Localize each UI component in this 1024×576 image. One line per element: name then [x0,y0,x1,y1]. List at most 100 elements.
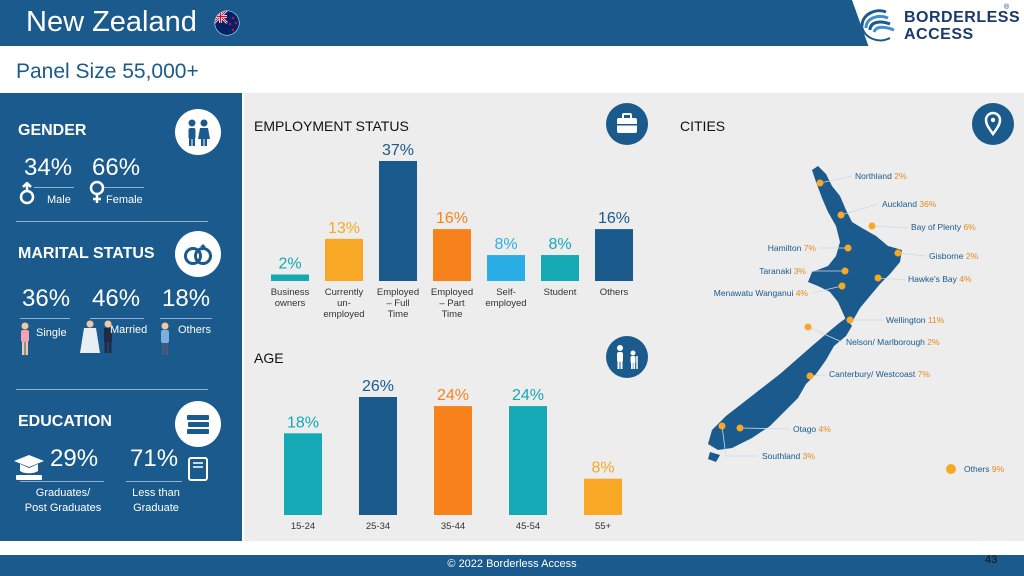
section-divider [16,221,208,222]
bar [284,433,322,515]
nz-flag-icon [214,10,240,36]
female-label: Female [106,194,143,206]
city-label: Taranaki 3% [759,266,806,276]
city-label: Northland 2% [855,171,907,181]
logo-text: BORDERLESS ACCESS [904,9,1021,43]
category-label: – Part [439,298,465,309]
city-label: Auckland 36% [882,199,937,209]
category-label: 35-44 [441,521,465,532]
single-underline [20,318,70,319]
others-underline [160,318,212,319]
category-label: Time [388,309,409,320]
bar [359,397,397,515]
gender-icon [175,109,221,155]
bar [325,238,363,281]
city-label: Bay of Plenty 6% [911,222,976,232]
male-label: Male [47,194,71,206]
city-label: Others 9% [964,464,1005,474]
graduates-label: Graduates/Post Graduates [24,487,102,514]
male-pct: 34% [24,154,73,181]
city-label: Hamilton 7% [768,243,817,253]
others-person-icon [161,322,169,355]
books-icon [175,401,221,447]
panel-size: Panel Size 55,000+ [16,60,199,83]
single-label: Single [36,327,67,339]
female-symbol-icon [89,180,105,203]
category-label: Business [271,287,310,298]
less-than-graduate-label: Less than Graduate [132,487,180,514]
married-couple-icon [80,320,112,353]
data-label: 2% [278,256,301,273]
trademark-mark: ® [1004,4,1010,11]
bar [541,255,579,281]
data-label: 24% [512,387,544,404]
stewart-island-shape [708,452,720,462]
category-label: owners [275,298,306,309]
graduation-cap-icon [14,455,44,480]
city-label: Gisborne 2% [929,251,979,261]
female-underline [104,187,144,188]
category-label: Employed [377,287,419,298]
category-label: employed [485,298,526,309]
category-label: 15-24 [291,521,315,532]
others-marital-pct: 18% [162,285,211,312]
education-title: EDUCATION [18,413,112,430]
married-pct: 46% [92,285,141,312]
category-label: 45-54 [516,521,540,532]
male-underline [34,187,74,188]
category-label: 25-34 [366,521,390,532]
gender-title: GENDER [18,122,87,139]
marital-status-title: MARITAL STATUS [18,245,155,262]
bar [595,229,633,281]
others-marital-label: Others [178,324,212,336]
age-title: AGE [254,350,284,366]
data-label: 18% [287,414,319,431]
city-label: Nelson/ Marlborough 2% [846,337,940,347]
female-pct: 66% [92,154,141,181]
city-label: Wellington 11% [886,315,945,325]
category-label: un- [337,298,351,309]
category-label: Self- [496,287,516,298]
bar [434,406,472,515]
borderless-access-logo-mark [860,9,895,42]
bar [584,478,622,515]
city-label: Canterbury/ Westcoast 7% [829,369,930,379]
city-label: Menawatu Wanganui 4% [714,288,809,298]
single-pct: 36% [22,285,71,312]
city-label: Otago 4% [793,424,831,434]
data-label: 37% [382,142,414,159]
bar [379,161,417,281]
page-title: New Zealand [26,6,197,38]
south-island-shape [708,318,852,450]
bar [509,406,547,515]
data-label: 16% [598,210,630,227]
book-icon [188,457,208,481]
rings-icon [175,231,221,277]
city-label: Southland 3% [762,451,815,461]
data-label: 8% [494,236,517,253]
category-label: employed [323,309,364,320]
single-person-icon [21,322,29,355]
north-island-shape [808,166,902,322]
data-label: 13% [328,220,360,237]
category-label: Student [544,287,577,298]
copyright: © 2022 Borderless Access [447,558,577,570]
page-number: 43 [985,554,998,566]
category-label: Employed [431,287,473,298]
male-symbol-icon [19,182,35,205]
city-label: Hawke's Bay 4% [908,274,972,284]
new-zealand-map: Northland 2% Auckland 36% Bay of Plenty 6%… [708,166,1005,474]
age-chart: 18% 15-24 26% 25-34 24% 35-44 24% 45-54 8% 55+ [284,378,622,532]
graduates-underline [20,481,104,482]
married-underline [90,318,144,319]
data-label: 16% [436,210,468,227]
briefcase-icon [606,103,648,145]
category-label: – Full [386,298,409,309]
category-label: Time [442,309,463,320]
category-label: Others [600,287,629,298]
footer-bar: © 2022 Borderless Access [0,555,1024,576]
data-label: 24% [437,387,469,404]
less-than-graduate-underline [126,481,182,482]
category-label: Currently [325,287,364,298]
